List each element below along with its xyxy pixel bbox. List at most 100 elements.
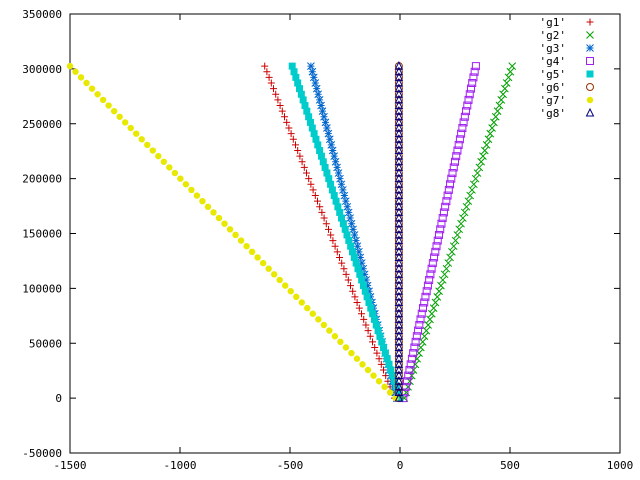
- data-point: [377, 360, 385, 368]
- data-point: [362, 276, 371, 284]
- data-point: [99, 96, 107, 104]
- data-point: [394, 319, 404, 329]
- data-point: [359, 264, 368, 273]
- data-point: [276, 276, 283, 284]
- data-point: [254, 254, 261, 261]
- data-point: [386, 389, 394, 396]
- data-point: [357, 259, 366, 267]
- data-point: [353, 298, 361, 306]
- data-point: [394, 89, 404, 98]
- data-point: [133, 130, 140, 137]
- data-point: [282, 282, 289, 289]
- data-point: [394, 376, 404, 385]
- data-point: [394, 370, 404, 380]
- data-point: [320, 321, 328, 329]
- data-point: [448, 247, 456, 256]
- legend-marker: [585, 107, 595, 117]
- data-point: [423, 281, 432, 290]
- data-point: [394, 263, 404, 273]
- data-point: [274, 96, 282, 104]
- data-point: [289, 135, 297, 143]
- data-point: [449, 242, 458, 251]
- data-point: [94, 91, 101, 98]
- data-point: [267, 79, 275, 87]
- data-point: [324, 129, 333, 138]
- data-point: [437, 281, 445, 290]
- data-point: [369, 310, 377, 318]
- data-point: [338, 214, 346, 222]
- data-point: [459, 214, 467, 222]
- data-point: [394, 66, 404, 76]
- data-point: [508, 62, 517, 70]
- data-point: [351, 293, 359, 301]
- data-point: [346, 214, 355, 222]
- data-point: [394, 257, 404, 267]
- data-point: [332, 197, 340, 205]
- data-point: [497, 96, 506, 104]
- data-point: [430, 253, 439, 262]
- data-point: [315, 96, 324, 104]
- x-tick-label: 1000: [607, 459, 634, 472]
- data-point: [466, 84, 475, 93]
- data-point: [287, 130, 295, 138]
- data-point: [296, 85, 304, 93]
- data-point: [333, 248, 341, 256]
- data-point: [453, 231, 462, 239]
- data-point: [394, 134, 404, 143]
- data-point: [288, 62, 296, 70]
- data-point: [440, 270, 449, 279]
- data-point: [412, 332, 421, 341]
- data-point: [298, 299, 305, 306]
- data-point: [504, 73, 513, 82]
- data-point: [265, 265, 272, 272]
- data-point: [330, 152, 339, 161]
- y-tick-label: 100000: [22, 282, 62, 295]
- data-point: [204, 203, 212, 211]
- y-tick-label: 0: [55, 392, 62, 405]
- data-point: [422, 326, 431, 335]
- data-point: [149, 147, 156, 154]
- data-point: [341, 197, 350, 206]
- data-point: [394, 94, 404, 104]
- data-point: [221, 220, 228, 227]
- data-point: [458, 124, 467, 133]
- data-point: [394, 224, 404, 233]
- data-point: [340, 265, 348, 273]
- data-point: [422, 287, 431, 296]
- data-point: [394, 381, 404, 391]
- data-point: [428, 259, 437, 268]
- data-point: [365, 287, 373, 296]
- data-point: [394, 331, 404, 340]
- data-point: [292, 73, 300, 81]
- data-point: [460, 208, 469, 217]
- data-point: [394, 117, 404, 126]
- data-point: [312, 135, 320, 143]
- legend-label: 'g7': [540, 94, 567, 107]
- data-point: [381, 349, 389, 357]
- data-point: [322, 220, 330, 228]
- data-point: [433, 236, 442, 245]
- data-point: [362, 321, 370, 329]
- data-point: [416, 315, 425, 324]
- data-point: [464, 95, 473, 104]
- data-point: [455, 135, 464, 144]
- data-point: [248, 248, 256, 256]
- data-point: [452, 152, 461, 161]
- data-point: [418, 304, 427, 313]
- data-point: [360, 315, 368, 323]
- data-point: [354, 265, 362, 273]
- data-point: [375, 378, 383, 385]
- data-point: [488, 124, 496, 132]
- data-point: [394, 122, 404, 132]
- data-point: [304, 304, 311, 312]
- data-point: [475, 163, 484, 172]
- data-point: [394, 100, 404, 110]
- data-point: [303, 107, 311, 115]
- data-point: [447, 174, 456, 183]
- legend-label: 'g1': [540, 16, 567, 29]
- data-point: [394, 83, 404, 93]
- data-point: [243, 242, 250, 250]
- data-point: [270, 85, 277, 93]
- data-point: [348, 349, 355, 357]
